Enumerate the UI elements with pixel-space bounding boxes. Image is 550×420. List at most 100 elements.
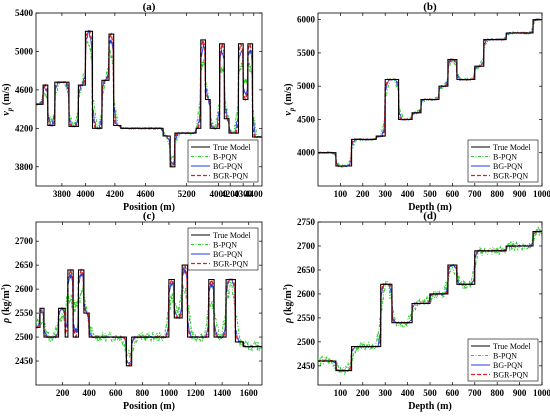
y-tick-label: 4000 [297, 148, 316, 158]
x-tick-label: 600 [446, 189, 460, 199]
x-axis-label: Position (m) [123, 202, 175, 213]
y-tick-label: 2500 [297, 337, 316, 347]
x-tick-label: 100 [334, 388, 348, 398]
plot-area [36, 29, 262, 168]
legend-entry: BGR-PQN [493, 371, 528, 380]
y-tick-label: 5500 [297, 48, 316, 58]
y-tick-label: 5400 [15, 8, 34, 18]
y-tick-label: 5000 [297, 81, 316, 91]
y-tick-label: 2700 [297, 241, 316, 251]
x-tick-label: 200 [56, 388, 70, 398]
plot-area [318, 17, 542, 169]
y-tick-label: 2550 [297, 313, 316, 323]
series-line-b-pqn [36, 279, 262, 360]
legend-entry: B-PQN [213, 241, 237, 250]
panel-d: (d) 100 200 300 400 500 600 700 800 900 1000 2450 25… [283, 210, 550, 412]
x-tick-label: 1000 [533, 388, 550, 398]
y-tick-label: 4600 [15, 85, 34, 95]
y-tick-label: 2550 [15, 308, 34, 318]
x-tick-label: 800 [136, 388, 150, 398]
x-tick-label: 400 [401, 388, 415, 398]
x-tick-label: 1600 [240, 388, 259, 398]
x-tick-label: 4300 [234, 189, 253, 199]
legend-entry: B-PQN [213, 153, 237, 162]
x-tick-label: 4400 [245, 189, 264, 199]
x-tick-label: 400 [82, 388, 96, 398]
series-line-bgr-pqn [36, 263, 262, 367]
y-tick-label: 4200 [15, 123, 34, 133]
y-tick-label: 2650 [15, 260, 34, 270]
x-tick-label: 1000 [533, 189, 550, 199]
legend-entry: BGR-PQN [493, 172, 528, 181]
y-axis-label: ρ (kg/m3) [1, 284, 12, 324]
series-line-true-model [36, 30, 262, 168]
x-tick-label: 600 [446, 388, 460, 398]
y-tick-label: 6000 [297, 15, 316, 25]
x-tick-label: 800 [490, 189, 504, 199]
legend-entry: BGR-PQN [213, 260, 248, 269]
legend-entry: True Model [493, 342, 531, 351]
series-line-true-model [318, 231, 542, 372]
y-tick-label: 2700 [15, 236, 34, 246]
legend-entry: BG-PQN [493, 361, 523, 370]
panel-title: (c) [143, 210, 156, 222]
y-tick-label: 2600 [297, 289, 316, 299]
x-tick-label: 700 [468, 189, 482, 199]
panel-title: (a) [143, 1, 156, 13]
legend-entry: True Model [213, 143, 251, 152]
axes-box [35, 12, 263, 187]
legend-entry: True Model [213, 231, 251, 240]
x-axis-label: Depth (m) [408, 401, 452, 412]
y-tick-label: 2450 [297, 361, 316, 371]
x-tick-label: 1000 [160, 388, 179, 398]
y-tick-label: 3800 [15, 162, 34, 172]
x-tick-label: 500 [423, 388, 437, 398]
x-tick-label: 600 [109, 388, 123, 398]
legend-entry: B-PQN [493, 153, 517, 162]
y-tick-label: 2450 [15, 356, 34, 366]
legend-entry: True Model [493, 143, 531, 152]
x-tick-label: 1400 [213, 388, 232, 398]
y-tick-label: 5000 [15, 46, 34, 56]
panel-title: (b) [423, 1, 437, 13]
y-tick-label: 2500 [15, 332, 34, 342]
x-tick-label: 900 [513, 189, 527, 199]
panel-title: (d) [423, 210, 437, 222]
x-tick-label: 300 [378, 189, 392, 199]
x-tick-label: 5200 [178, 189, 197, 199]
x-tick-label: 700 [468, 388, 482, 398]
axes-box [35, 221, 263, 386]
legend-entry: BGR-PQN [213, 172, 248, 181]
legend-entry: BG-PQN [213, 162, 243, 171]
panel-b: (b) 100 200 300 400 500 600 700 800 900 1000 4000 45… [283, 1, 550, 213]
legend-entry: B-PQN [493, 352, 517, 361]
y-tick-label: 2650 [297, 265, 316, 275]
plot-area [36, 263, 262, 367]
x-tick-label: 4200 [106, 189, 125, 199]
legend-entry: BG-PQN [213, 250, 243, 259]
series-line-b-pqn [318, 17, 542, 169]
x-tick-label: 500 [423, 189, 437, 199]
x-tick-label: 300 [378, 388, 392, 398]
x-tick-label: 3800 [53, 189, 72, 199]
series-line-true-model [36, 264, 262, 367]
y-axis-label: vp (m/s) [1, 83, 14, 115]
y-tick-label: 2600 [15, 284, 34, 294]
x-tick-label: 4200 [221, 189, 240, 199]
x-tick-label: 900 [513, 388, 527, 398]
plot-area [318, 226, 542, 376]
x-tick-label: 4000 [76, 189, 95, 199]
x-tick-label: 200 [356, 189, 370, 199]
x-tick-label: 800 [490, 388, 504, 398]
x-axis-label: Depth (m) [408, 202, 452, 213]
panel-c: (c) 200 400 600 800 1000 1200 1400 1600 2450 2500 2… [1, 210, 263, 412]
y-tick-label: 2750 [297, 217, 316, 227]
y-tick-label: 4500 [297, 114, 316, 124]
y-axis-label: ρ (kg/m3) [283, 284, 294, 324]
x-tick-label: 400 [401, 189, 415, 199]
